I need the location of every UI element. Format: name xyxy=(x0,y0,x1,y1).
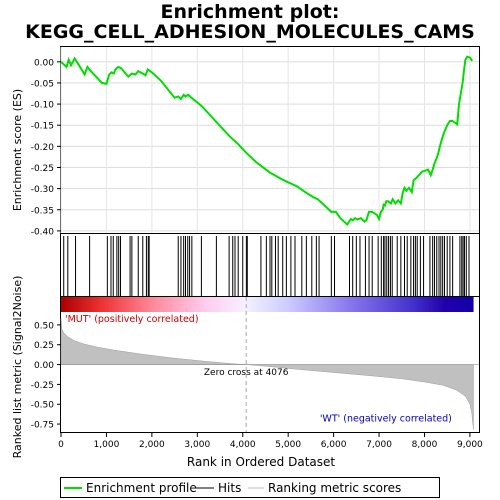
es-y-tick-label: -0.05 xyxy=(31,79,54,89)
metric-y-tick-label: 0.00 xyxy=(34,361,54,371)
x-tick-label: 1,000 xyxy=(94,440,120,450)
ranked-list-color-bar xyxy=(61,297,474,312)
x-axis-label: Rank in Ordered Dataset xyxy=(187,455,335,469)
metric-y-tick-label: 0.25 xyxy=(34,341,54,351)
es-y-tick-label: -0.15 xyxy=(31,122,54,132)
x-tick-label: 8,000 xyxy=(412,440,438,450)
es-y-tick-label: -0.10 xyxy=(31,101,55,111)
es-y-tick-label: 0.00 xyxy=(34,58,54,68)
chart-title-line2: KEGG_CELL_ADHESION_MOLECULES_CAMS xyxy=(25,21,475,43)
es-y-tick-label: -0.35 xyxy=(31,206,54,216)
x-tick-label: 5,000 xyxy=(275,440,301,450)
es-panel-frame xyxy=(60,46,480,234)
metric-y-tick-label: -0.75 xyxy=(31,421,54,431)
es-y-tick-label: -0.40 xyxy=(31,227,55,237)
x-tick-label: 4,000 xyxy=(230,440,256,450)
chart-title-line1: Enrichment plot: xyxy=(160,1,340,23)
metric-y-tick-label: -0.50 xyxy=(31,401,55,411)
legend-label-metric: Ranking metric scores xyxy=(268,481,401,495)
x-tick-label: 2,000 xyxy=(139,440,165,450)
x-tick-label: 3,000 xyxy=(184,440,210,450)
negative-correlation-label: 'WT' (negatively correlated) xyxy=(320,414,452,425)
es-y-tick-label: -0.20 xyxy=(31,143,55,153)
es-y-tick-label: -0.30 xyxy=(31,185,55,195)
x-tick-label: 7,000 xyxy=(366,440,392,450)
metric-y-axis-label: Ranked list metric (Signal2Noise) xyxy=(11,276,24,459)
enrichment-profile-line xyxy=(60,55,474,227)
es-y-axis-label: Enrichment score (ES) xyxy=(11,89,24,211)
legend: Enrichment profile Hits Ranking metric s… xyxy=(60,477,440,498)
positive-correlation-label: 'MUT' (positively correlated) xyxy=(65,314,199,325)
x-tick-label: 0 xyxy=(58,440,64,450)
metric-y-tick-label: -0.25 xyxy=(31,381,54,391)
x-tick-label: 6,000 xyxy=(321,440,347,450)
legend-label-enrichment: Enrichment profile xyxy=(86,481,197,495)
metric-y-tick-label: 0.50 xyxy=(34,321,54,331)
ranking-metric-area xyxy=(60,318,474,430)
legend-label-hits: Hits xyxy=(218,481,241,495)
es-y-tick-label: -0.25 xyxy=(31,164,54,174)
zero-cross-label: Zero cross at 4076 xyxy=(204,368,289,378)
x-tick-label: 9,000 xyxy=(457,440,483,450)
